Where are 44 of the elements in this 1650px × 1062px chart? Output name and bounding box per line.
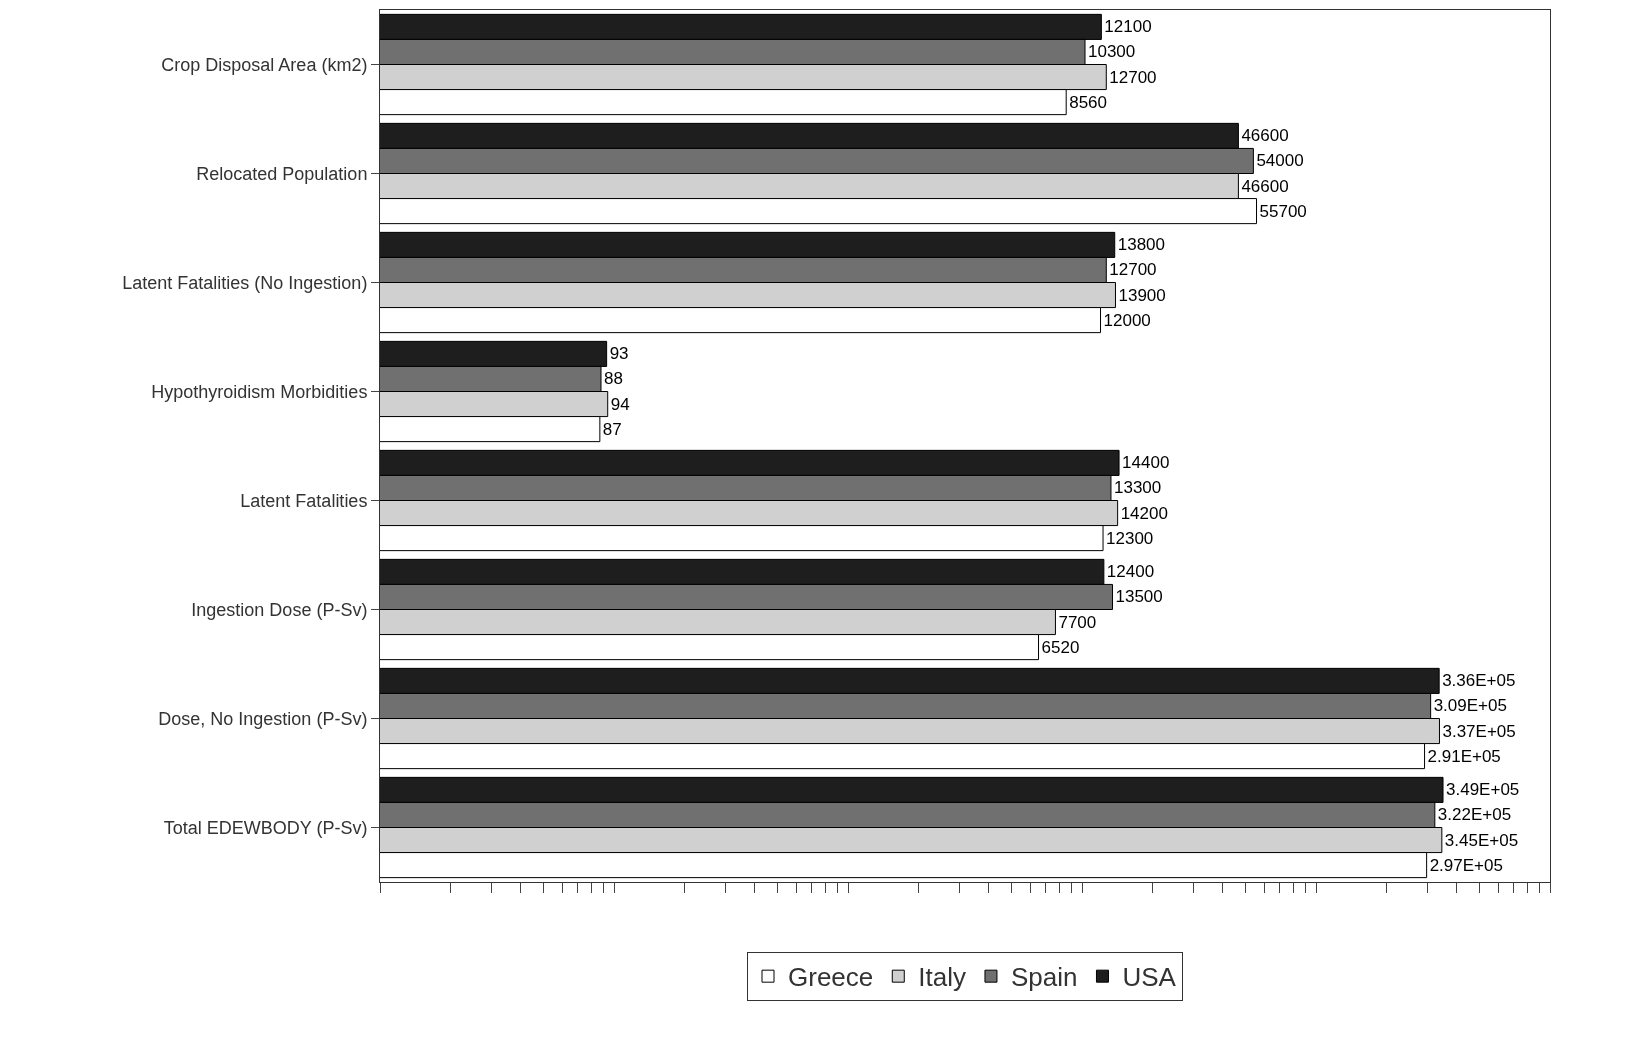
data-label: 13500 <box>1115 587 1163 607</box>
legend-label: Spain <box>1010 962 1078 993</box>
data-label: 55700 <box>1259 201 1307 221</box>
data-label: 12700 <box>1109 67 1157 87</box>
data-label: 93 <box>609 344 629 364</box>
data-label: 2.91E+05 <box>1427 746 1501 766</box>
data-label: 13800 <box>1117 235 1166 255</box>
y-tick-label: Ingestion Dose (P-Sv) <box>191 599 368 620</box>
data-label: 54000 <box>1256 151 1304 171</box>
y-tick-label: Total EDEWBODY (P-Sv) <box>163 817 368 838</box>
data-label: 2.97E+05 <box>1429 855 1503 875</box>
data-label: 12100 <box>1104 17 1152 37</box>
data-label: 3.49E+05 <box>1446 780 1520 800</box>
data-label: 6520 <box>1041 637 1080 657</box>
data-label: 8560 <box>1069 92 1108 112</box>
y-tick-label: Latent Fatalities <box>240 490 368 511</box>
legend-label: Greece <box>788 962 874 993</box>
data-label: 14400 <box>1122 453 1170 473</box>
data-label: 12700 <box>1109 260 1157 280</box>
data-label: 46600 <box>1241 176 1289 196</box>
legend-label: USA <box>1122 962 1177 993</box>
data-label: 46600 <box>1241 126 1289 146</box>
data-label: 14200 <box>1120 503 1168 523</box>
data-label: 13300 <box>1113 478 1162 498</box>
data-label: 12400 <box>1106 562 1155 582</box>
data-label: 10300 <box>1088 42 1136 62</box>
y-tick-label: Hypothyroidism Morbidities <box>151 381 368 402</box>
data-label: 3.09E+05 <box>1433 696 1507 716</box>
data-label: 3.37E+05 <box>1442 721 1516 741</box>
data-label: 87 <box>602 419 622 439</box>
data-label: 13900 <box>1118 285 1166 305</box>
y-tick-label: Relocated Population <box>196 163 368 184</box>
legend-label: Italy <box>918 962 966 993</box>
data-label: 3.45E+05 <box>1444 830 1519 850</box>
y-tick-label: Dose, No Ingestion (P-Sv) <box>158 708 368 729</box>
data-label: 3.22E+05 <box>1437 805 1512 825</box>
data-label: 88 <box>604 369 623 389</box>
data-label: 12000 <box>1103 310 1151 330</box>
y-tick-label: Latent Fatalities (No Ingestion) <box>122 272 368 293</box>
y-tick-label: Crop Disposal Area (km2) <box>161 54 368 75</box>
data-label: 7700 <box>1058 612 1097 632</box>
data-label: 12300 <box>1106 528 1154 548</box>
data-label: 94 <box>610 394 630 414</box>
data-label: 3.36E+05 <box>1442 671 1516 691</box>
